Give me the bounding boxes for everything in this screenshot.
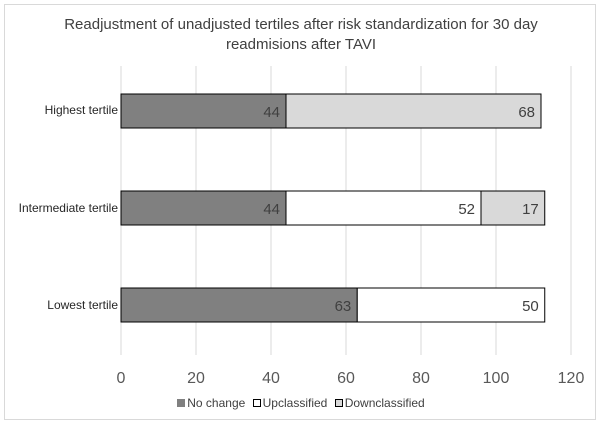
category-label-lowest: Lowest tertile (47, 298, 118, 312)
bar-upclassified-lowest-tertile (356, 287, 546, 323)
bar-upclassified-intermediate-tertile (285, 190, 482, 226)
bar-downclassified-highest-tertile (285, 93, 542, 129)
bar-downclassified-intermediate-tertile (480, 190, 546, 226)
x-tick-label-20: 20 (187, 370, 205, 387)
legend-item-no-change: No change (177, 396, 245, 410)
data-label-upclassified-lowest-tertile: 50 (522, 298, 539, 315)
legend-swatch-downclassified (334, 399, 343, 407)
legend-item-downclassified: Downclassified (334, 396, 425, 410)
data-label-upclassified-intermediate-tertile: 52 (458, 201, 475, 218)
legend-label-no-change: No change (187, 396, 246, 410)
data-label-no-change-intermediate-tertile: 44 (263, 201, 280, 218)
legend-label-downclassified: Downclassified (344, 396, 425, 410)
data-label-no-change-lowest-tertile: 63 (335, 298, 352, 315)
data-label-downclassified-intermediate-tertile: 17 (522, 201, 539, 218)
chart-legend: No change Upclassified Downclassified (0, 396, 602, 410)
chart-title-line-2: readmisions after TAVI (225, 36, 377, 53)
x-tick-label-0: 0 (117, 370, 126, 387)
chart-title-line-1: Readjustment of unadjusted tertiles afte… (64, 16, 538, 33)
x-tick-label-100: 100 (483, 370, 510, 387)
legend-label-upclassified: Upclassified (262, 396, 328, 410)
x-tick-label-120: 120 (558, 370, 585, 387)
x-tick-label-80: 80 (412, 370, 430, 387)
bar-no-change-highest-tertile (120, 93, 287, 129)
bar-no-change-lowest-tertile (120, 287, 358, 323)
legend-swatch-upclassified (252, 399, 261, 407)
data-label-downclassified-highest-tertile: 68 (518, 104, 535, 121)
data-label-no-change-highest-tertile: 44 (263, 104, 280, 121)
category-label-highest: Highest tertile (44, 103, 118, 117)
x-tick-label-40: 40 (262, 370, 280, 387)
x-tick-label-60: 60 (337, 370, 355, 387)
category-label-intermediate: Intermediate tertile (18, 201, 118, 215)
bar-no-change-intermediate-tertile (120, 190, 287, 226)
legend-swatch-no-change (177, 399, 186, 407)
legend-item-upclassified: Upclassified (252, 396, 328, 410)
